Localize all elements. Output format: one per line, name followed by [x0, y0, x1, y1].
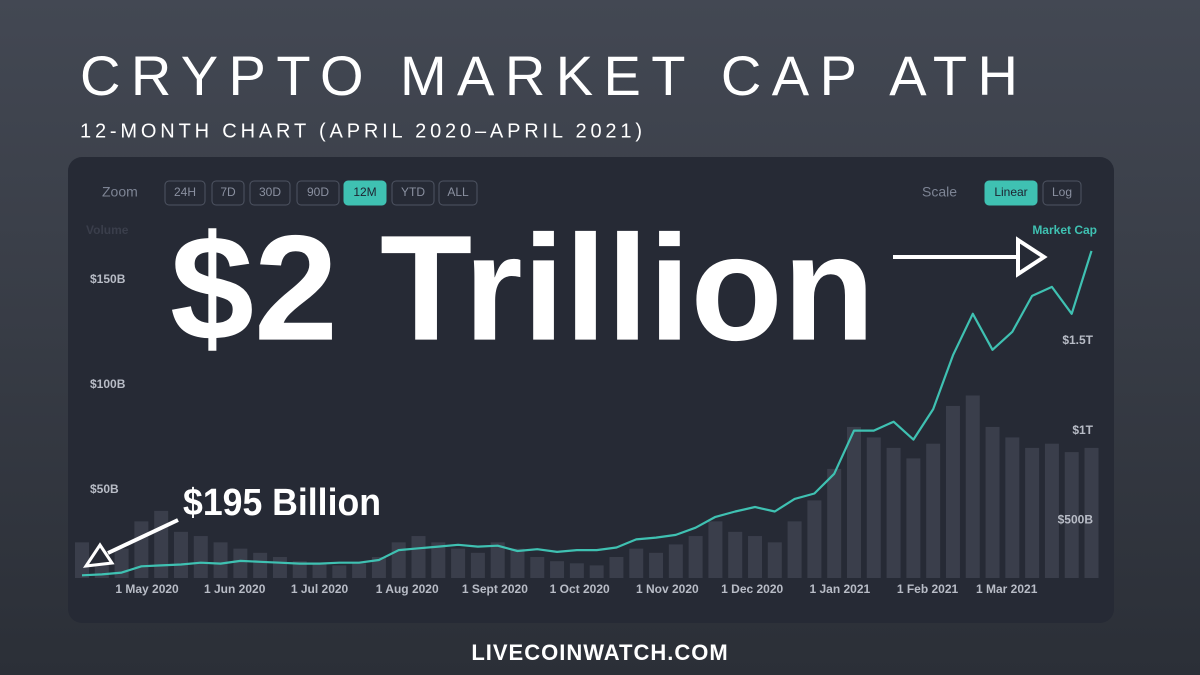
volume-bar [965, 395, 980, 578]
volume-bar [193, 536, 208, 578]
volume-bar [431, 542, 446, 578]
volume-bar [688, 536, 703, 578]
volume-bar [589, 565, 604, 578]
zoom-button[interactable] [343, 180, 387, 206]
volume-bar [569, 563, 584, 578]
volume-bar [807, 500, 822, 578]
volume-bar [926, 443, 941, 578]
arrow [893, 236, 1048, 278]
volume-bar [510, 548, 525, 578]
volume-bar [411, 536, 426, 578]
volume-bar [1044, 443, 1059, 578]
volume-bar [154, 510, 169, 578]
x-tick-label: 1 Feb 2021 [897, 582, 959, 596]
volume-bar [233, 548, 248, 578]
volume-bar [668, 544, 683, 578]
volume-bar [728, 531, 743, 578]
volume-bar [134, 521, 149, 578]
arrow [82, 518, 179, 568]
y-tick-label: $100B [90, 377, 126, 391]
volume-bar [886, 447, 901, 578]
scale-button[interactable] [984, 180, 1038, 206]
volume-bar [748, 536, 763, 578]
zoom-button-label: 30D [259, 185, 281, 199]
volume-bar [787, 521, 802, 578]
zoom-button-label: 12M [353, 185, 376, 199]
zoom-button[interactable] [211, 180, 245, 206]
scale-button-label: Linear [994, 185, 1027, 199]
volume-bar [708, 521, 723, 578]
volume-bar [945, 405, 960, 578]
volume-bar [866, 437, 881, 578]
volume-bar [272, 557, 287, 578]
volume-bar [451, 548, 466, 578]
zoom-label: Zoom [102, 184, 138, 200]
zoom-button[interactable] [164, 180, 206, 206]
x-tick-label: 1 Oct 2020 [550, 582, 610, 596]
zoom-button[interactable] [391, 180, 435, 206]
y2-tick-label: $1T [1072, 423, 1093, 437]
volume-bar [530, 557, 545, 578]
volume-bar [332, 565, 347, 578]
volume-bar [1025, 447, 1040, 578]
controls: Zoom 24H 7D 30D 90D 12M YTD ALL Scale Linear Log [102, 180, 1082, 206]
volume-bar [767, 542, 782, 578]
volume-bar [312, 563, 327, 578]
volume-bar [906, 458, 921, 578]
volume-bar [550, 561, 565, 578]
volume-bar [213, 542, 228, 578]
zoom-button-label: 90D [307, 185, 329, 199]
x-tick-label: 1 Aug 2020 [376, 582, 439, 596]
volume-bar [352, 563, 367, 578]
x-tick-label: 1 Dec 2020 [721, 582, 783, 596]
scale-button-label: Log [1052, 185, 1072, 199]
zoom-button-label: YTD [401, 185, 425, 199]
volume-bar [1005, 437, 1020, 578]
zoom-button-label: 24H [174, 185, 196, 199]
x-tick-label: 1 Jul 2020 [291, 582, 349, 596]
volume-bar [985, 426, 1000, 578]
x-tick-label: 1 Nov 2020 [636, 582, 699, 596]
volume-bar [173, 531, 188, 578]
volume-bar [253, 552, 268, 578]
scale-button[interactable] [1042, 180, 1082, 206]
volume-bar [470, 552, 485, 578]
volume-bar [1084, 447, 1099, 578]
volume-bar [846, 426, 861, 578]
plot: Volume Market Cap $50B $100B $150B $500B $1T $1… [75, 223, 1099, 596]
volume-bar [391, 542, 406, 578]
x-tick-label: 1 Sept 2020 [462, 582, 528, 596]
zoom-button[interactable] [296, 180, 340, 206]
market-cap-line [81, 250, 1093, 577]
volume-bar [649, 552, 664, 578]
axis-title: Volume [86, 223, 129, 237]
annotation: $195 Billion [183, 482, 381, 524]
volume-bar [629, 548, 644, 578]
scale-label: Scale [922, 184, 957, 200]
volume-bar [827, 468, 842, 578]
y2-tick-label: $1.5T [1062, 333, 1093, 347]
x-tick-label: 1 May 2020 [115, 582, 179, 596]
annotation: $2 Trillion [170, 204, 875, 372]
volume-bar [1064, 452, 1079, 578]
y-tick-label: $50B [90, 482, 119, 496]
volume-bar [490, 542, 505, 578]
zoom-button-label: ALL [447, 185, 469, 199]
x-tick-label: 1 Jun 2020 [204, 582, 266, 596]
zoom-button[interactable] [438, 180, 478, 206]
zoom-button-label: 7D [220, 185, 236, 199]
x-tick-label: 1 Jan 2021 [809, 582, 870, 596]
y-tick-label: $150B [90, 272, 126, 286]
volume-bar [609, 557, 624, 578]
volume-bar [292, 561, 307, 578]
x-tick-label: 1 Mar 2021 [976, 582, 1038, 596]
y2-tick-label: $500B [1058, 513, 1094, 527]
volume-bar [371, 557, 386, 578]
volume-bar [75, 542, 89, 578]
footer: LIVECOINWATCH.COM [471, 640, 728, 665]
axis-title: Market Cap [1032, 223, 1097, 237]
zoom-button[interactable] [249, 180, 291, 206]
